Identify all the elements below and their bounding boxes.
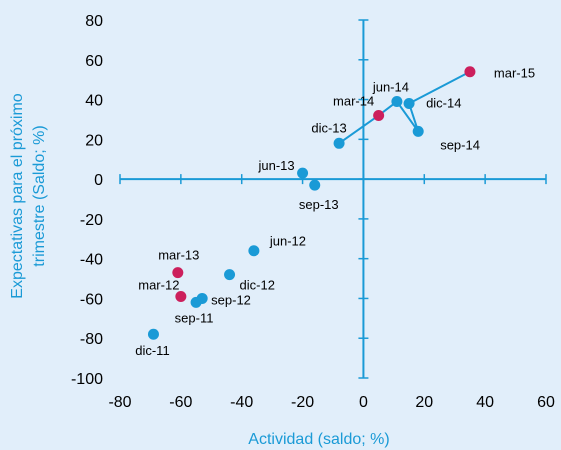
y-axis-title: Expectativas para el próximo trimestre (… xyxy=(9,93,48,299)
data-label-sep-12: sep-12 xyxy=(211,292,251,307)
data-label-mar-15: mar-15 xyxy=(494,66,535,81)
data-label-dic-14: dic-14 xyxy=(426,96,461,111)
data-point-dic-14 xyxy=(403,98,415,110)
data-label-dic-12: dic-12 xyxy=(240,278,275,293)
y-tick-label: -60 xyxy=(80,291,103,308)
data-point-dic-11 xyxy=(147,328,159,340)
data-label-mar-12: mar-12 xyxy=(138,277,179,292)
data-label-dic-13: dic-13 xyxy=(311,120,346,135)
y-tick-label: 60 xyxy=(85,53,103,70)
data-point-jun-13 xyxy=(297,167,309,179)
x-tick-label: -80 xyxy=(108,394,131,411)
y-tick-label: -80 xyxy=(80,331,103,348)
data-label-jun-12: jun-12 xyxy=(269,234,306,249)
y-tick-label: 40 xyxy=(85,93,103,110)
data-point-jun-12 xyxy=(248,245,260,257)
data-label-sep-11: sep-11 xyxy=(175,310,214,325)
data-label-mar-13: mar-13 xyxy=(158,248,199,263)
data-point-sep-13 xyxy=(309,179,321,191)
data-point-dic-13 xyxy=(333,137,345,149)
data-label-sep-13: sep-13 xyxy=(299,197,339,212)
data-label-sep-14: sep-14 xyxy=(440,137,480,152)
data-point-mar-15 xyxy=(464,66,476,78)
data-point-jun-14 xyxy=(391,96,403,108)
data-label-dic-11: dic-11 xyxy=(135,343,169,358)
y-axis-title-line-2: trimestre (Saldo; %) xyxy=(31,125,48,266)
x-tick-label: 20 xyxy=(415,394,433,411)
y-tick-label: 80 xyxy=(85,13,103,30)
data-label-jun-14: jun-14 xyxy=(372,80,409,95)
x-tick-label: -40 xyxy=(230,394,253,411)
data-label-mar-14: mar-14 xyxy=(333,93,374,108)
trajectory-line-group xyxy=(338,70,471,145)
data-point-group xyxy=(147,66,476,340)
y-tick-label: -20 xyxy=(80,212,103,229)
x-tick-label: 0 xyxy=(359,394,368,411)
x-tick-label: -20 xyxy=(291,394,314,411)
y-axis-title-line-1: Expectativas para el próximo xyxy=(9,93,26,299)
data-label-jun-13: jun-13 xyxy=(258,158,295,173)
data-point-mar-13 xyxy=(172,267,184,279)
x-tick-label: -60 xyxy=(169,394,192,411)
y-tick-label: -40 xyxy=(80,252,103,269)
trajectory-line xyxy=(338,70,471,145)
data-point-sep-12 xyxy=(196,292,208,304)
data-point-mar-12 xyxy=(175,290,187,302)
x-axis-title: Actividad (saldo; %) xyxy=(248,431,389,448)
x-tick-label: 40 xyxy=(476,394,494,411)
data-point-dic-12 xyxy=(224,269,236,281)
y-tick-label: 20 xyxy=(85,132,103,149)
x-tick-label: 60 xyxy=(537,394,555,411)
tick-label-group: -80 -60 -40 -20 0 20 40 60 80 60 40 20 0 -20 -40 -60 -80… xyxy=(71,13,555,411)
data-point-sep-14 xyxy=(412,125,424,137)
y-tick-label: 0 xyxy=(94,172,103,189)
y-tick-label: -100 xyxy=(71,371,103,388)
data-point-mar-14 xyxy=(373,109,385,121)
